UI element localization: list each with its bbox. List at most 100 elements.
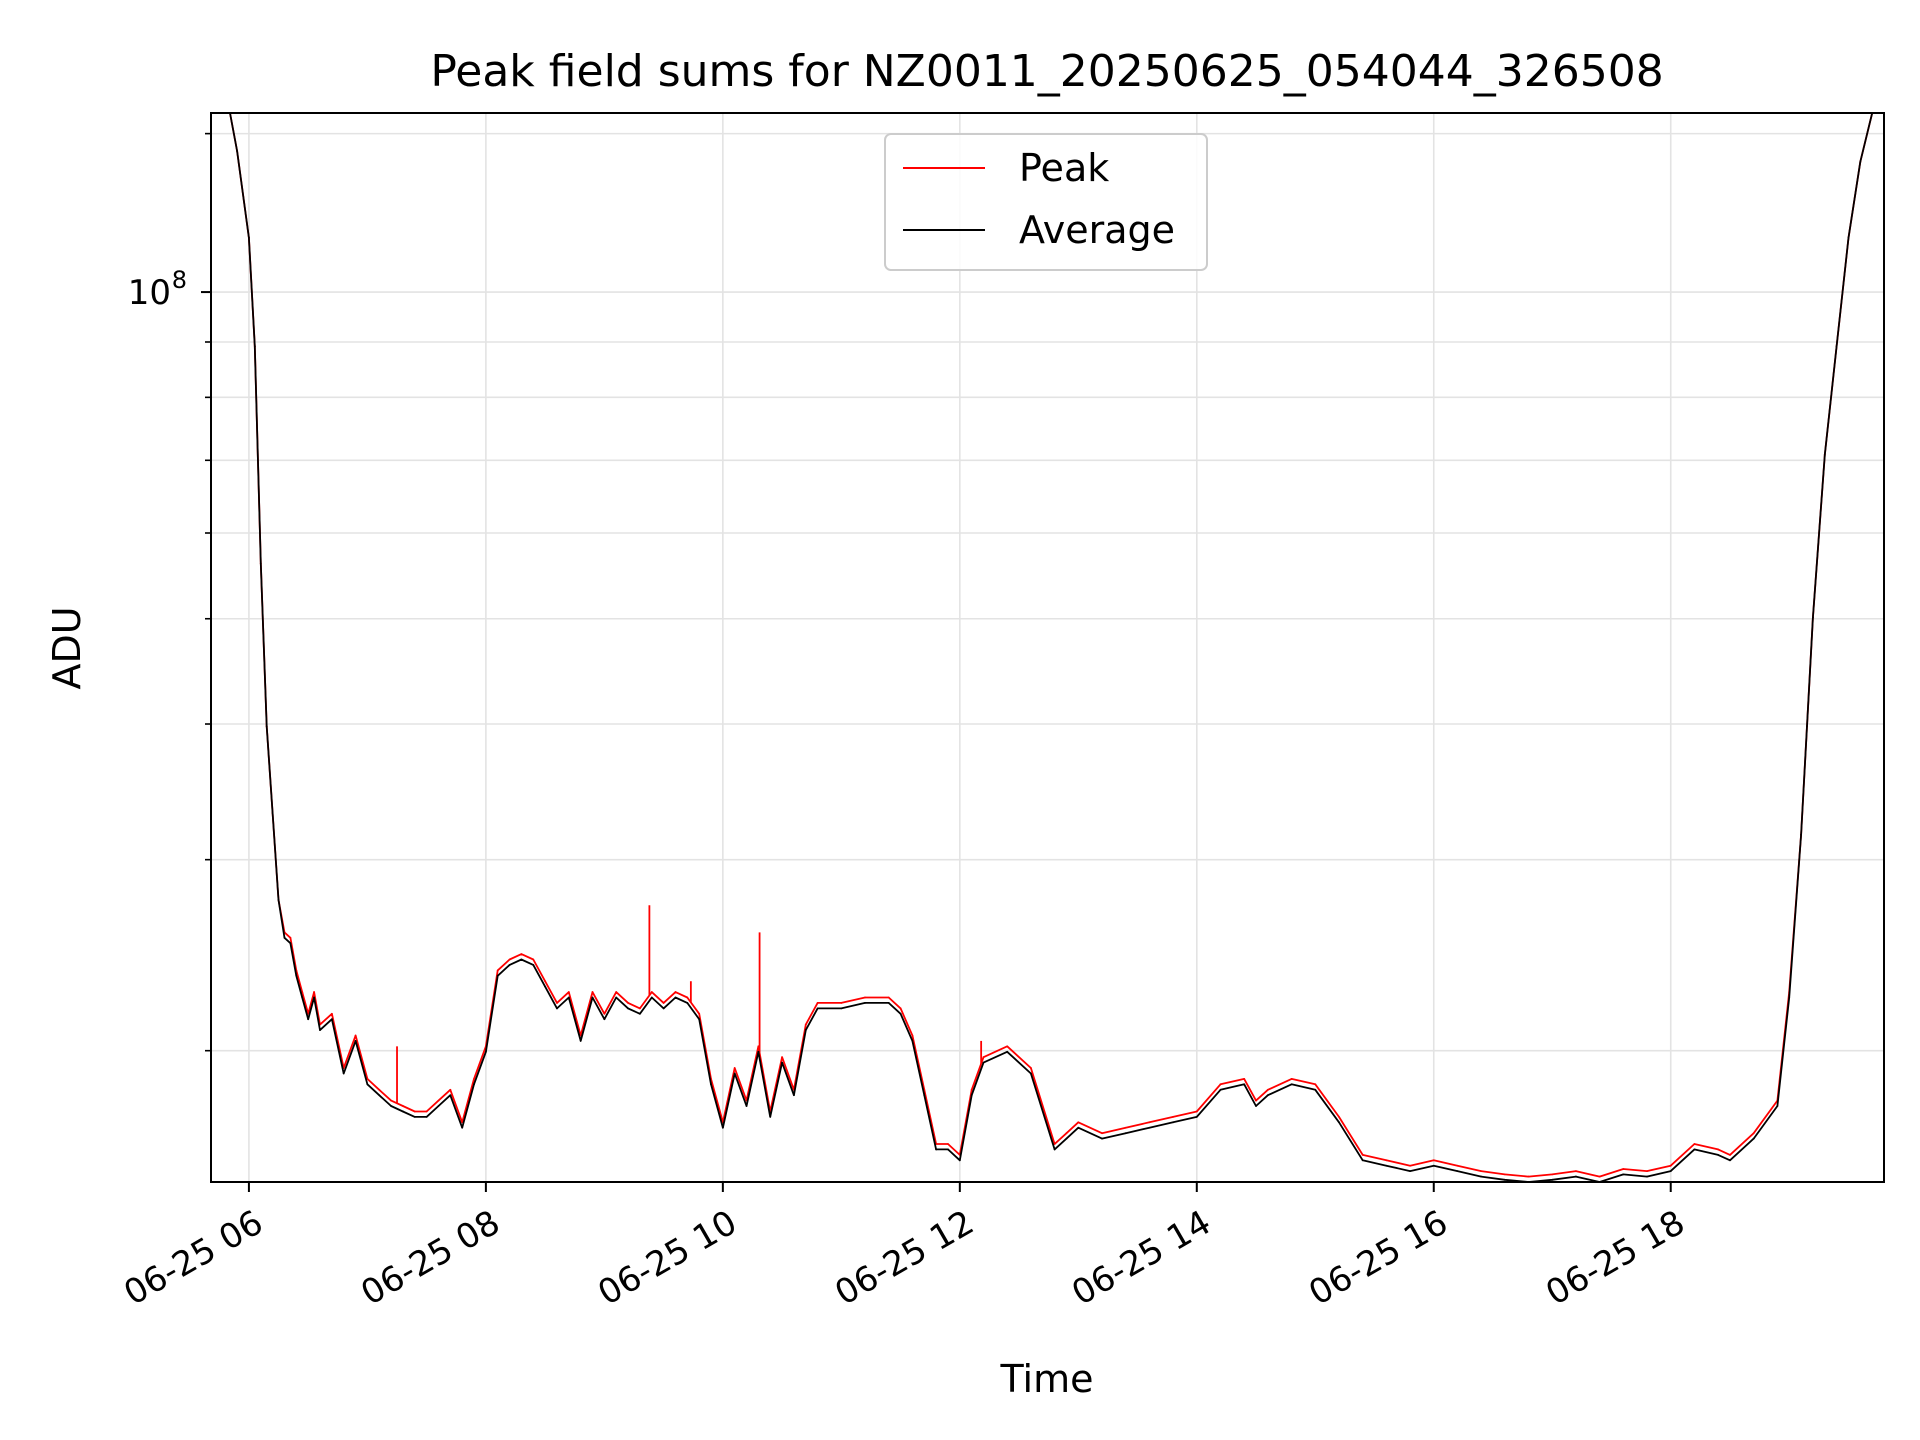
- data-point-average: [520, 958, 523, 961]
- data-point-average: [378, 1094, 381, 1097]
- data-point-peak: [425, 1110, 428, 1113]
- data-point-average: [1385, 1164, 1388, 1167]
- data-point-peak: [1409, 1164, 1411, 1167]
- data-point-peak: [1006, 1045, 1009, 1048]
- data-point-average: [1717, 1153, 1720, 1156]
- data-point-average: [1646, 1175, 1648, 1178]
- data-point-average: [947, 1148, 949, 1151]
- data-point-peak: [473, 1077, 475, 1080]
- data-point-peak: [781, 1056, 783, 1059]
- data-point-average: [307, 1018, 310, 1021]
- data-point-peak: [413, 1110, 416, 1113]
- data-point-average: [769, 1115, 772, 1118]
- data-point-average: [816, 1007, 819, 1010]
- data-point-average: [301, 996, 304, 999]
- data-point-average: [1338, 1121, 1340, 1124]
- data-point-average: [982, 1061, 985, 1064]
- data-point-average: [1622, 1173, 1625, 1176]
- data-point-peak: [1243, 1077, 1246, 1080]
- data-point-peak: [330, 1012, 333, 1015]
- legend-label-average: Average: [1019, 208, 1175, 252]
- data-point-average: [1812, 616, 1814, 619]
- data-point-average: [1693, 1148, 1696, 1151]
- data-point-average: [1219, 1088, 1222, 1091]
- data-point-average: [1847, 236, 1850, 239]
- data-point-average: [556, 1007, 558, 1010]
- data-point-peak: [313, 991, 315, 993]
- data-point-peak: [674, 991, 677, 993]
- data-point-peak: [1338, 1115, 1340, 1118]
- data-point-peak: [662, 1002, 665, 1004]
- data-point-peak: [437, 1099, 440, 1102]
- data-point-average: [840, 1007, 843, 1010]
- data-point-peak: [1219, 1083, 1222, 1086]
- data-point-average: [591, 996, 594, 999]
- data-point-peak: [301, 991, 304, 993]
- data-point-average: [1266, 1094, 1269, 1097]
- data-point-average: [330, 1018, 333, 1021]
- data-point-average: [437, 1105, 440, 1107]
- data-point-average: [1030, 1072, 1032, 1075]
- data-point-peak: [639, 1007, 641, 1010]
- data-point-peak: [520, 953, 523, 955]
- series-peak: [211, 112, 1885, 1178]
- data-point-average: [1290, 1083, 1293, 1086]
- data-point-average: [473, 1083, 475, 1086]
- data-point-peak: [1527, 1175, 1530, 1178]
- data-point-average: [544, 985, 547, 988]
- data-point-peak: [1598, 1175, 1601, 1178]
- data-point-peak: [911, 1034, 914, 1037]
- data-point-average: [721, 1126, 724, 1129]
- data-point-peak: [1432, 1159, 1435, 1162]
- data-point-peak: [816, 1002, 819, 1004]
- data-point-average: [1859, 160, 1862, 163]
- data-point-peak: [544, 980, 547, 983]
- chart-title: Peak field sums for NZ0011_20250625_0540…: [430, 46, 1663, 97]
- data-point-average: [1800, 833, 1802, 836]
- data-point-peak: [591, 991, 594, 993]
- data-point-peak: [1172, 1115, 1174, 1118]
- data-point-average: [259, 562, 262, 565]
- data-point-average: [793, 1094, 795, 1097]
- data-point-average: [402, 1110, 404, 1113]
- data-point-peak: [1148, 1121, 1151, 1124]
- data-point-peak: [1456, 1164, 1459, 1167]
- data-point-average: [1432, 1164, 1435, 1167]
- data-point-average: [1124, 1132, 1127, 1135]
- data-point-average: [319, 1029, 321, 1031]
- data-point-average: [923, 1094, 926, 1097]
- data-point-peak: [1575, 1170, 1577, 1173]
- grid-lines: [211, 113, 1884, 1182]
- data-point-average: [1729, 1159, 1731, 1162]
- data-point-average: [366, 1083, 369, 1086]
- data-point-peak: [496, 969, 499, 972]
- data-point-average: [313, 996, 315, 999]
- y-tick-exponent: 8: [172, 266, 187, 294]
- y-axis-label: ADU: [45, 606, 89, 689]
- data-point-average: [958, 1159, 961, 1162]
- data-point-average: [253, 345, 256, 348]
- data-point-average: [627, 1007, 629, 1010]
- data-point-peak: [508, 958, 511, 961]
- data-point-peak: [289, 936, 292, 939]
- data-point-average: [461, 1126, 464, 1129]
- data-point-average: [1006, 1050, 1009, 1053]
- data-point-average: [639, 1012, 641, 1015]
- data-point-average: [757, 1050, 760, 1053]
- data-point-average: [277, 898, 280, 901]
- data-point-peak: [899, 1007, 902, 1010]
- data-point-average: [733, 1072, 736, 1075]
- data-point-average: [484, 1050, 487, 1053]
- data-point-peak: [1065, 1132, 1068, 1135]
- data-point-average: [674, 996, 677, 999]
- data-point-peak: [1669, 1164, 1672, 1167]
- data-point-average: [615, 996, 618, 999]
- data-point-average: [1148, 1126, 1151, 1129]
- data-point-average: [887, 1002, 890, 1004]
- data-point-average: [265, 725, 268, 728]
- data-point-average: [271, 812, 274, 814]
- data-point-peak: [556, 1002, 558, 1004]
- data-point-peak: [698, 1012, 701, 1015]
- legend: Peak Average: [884, 133, 1208, 271]
- data-point-peak: [615, 991, 618, 993]
